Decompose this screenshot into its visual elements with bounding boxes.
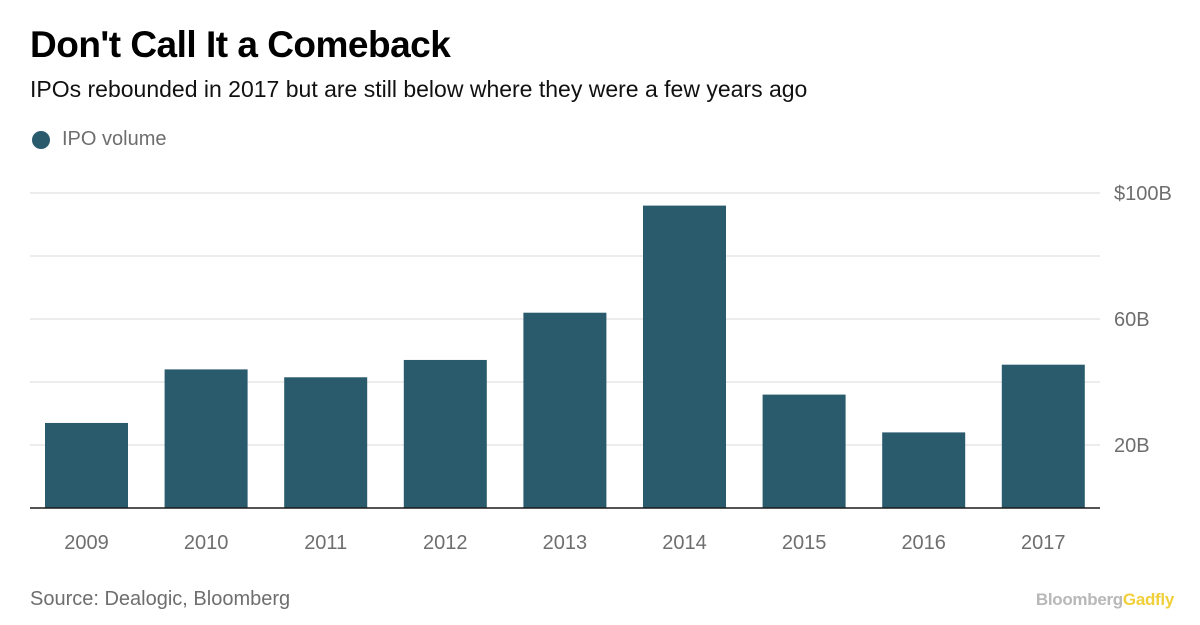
bar-2012	[403, 359, 487, 508]
bar-2015	[762, 394, 846, 508]
y-tick-label: 60B	[1114, 309, 1150, 331]
x-tick-label: 2017	[1021, 532, 1066, 554]
x-tick-label: 2013	[543, 532, 588, 554]
x-tick-label: 2010	[184, 532, 229, 554]
y-tick-label: 20B	[1114, 435, 1150, 457]
x-tick-label: 2016	[901, 532, 946, 554]
x-tick-label: 2015	[782, 532, 827, 554]
y-axis-labels: 20B 60B $100B	[1114, 183, 1172, 457]
bar-2014	[643, 205, 726, 508]
legend-swatch	[32, 130, 50, 149]
source-note: Source: Dealogic, Bloomberg	[30, 588, 291, 610]
brand-logo-part2: Gadfly	[1122, 590, 1174, 609]
bar-2009	[45, 422, 128, 508]
y-tick-label: $100B	[1114, 183, 1172, 205]
x-axis-labels: 2009 2010 2011 2012 2013 2014 2015 2016 2017	[64, 532, 1065, 554]
bar-2016	[882, 432, 966, 508]
x-tick-label: 2012	[423, 532, 468, 554]
bar-2010	[164, 369, 248, 508]
legend-label: IPO volume	[62, 128, 167, 150]
x-tick-label: 2014	[662, 532, 707, 554]
x-tick-label: 2011	[304, 532, 347, 554]
brand-logo-part1: Bloomberg	[1035, 590, 1123, 609]
bars	[45, 205, 1085, 508]
x-tick-label: 2009	[64, 532, 109, 554]
bar-2017	[1001, 364, 1085, 508]
bar-2013	[523, 312, 607, 508]
chart-title: Don't Call It a Comeback	[30, 24, 451, 65]
brand-logo: BloombergGadfly	[1036, 590, 1174, 610]
legend: IPO volume	[32, 128, 166, 151]
bar-2011	[284, 377, 368, 508]
chart-subtitle: IPOs rebounded in 2017 but are still bel…	[30, 76, 808, 102]
